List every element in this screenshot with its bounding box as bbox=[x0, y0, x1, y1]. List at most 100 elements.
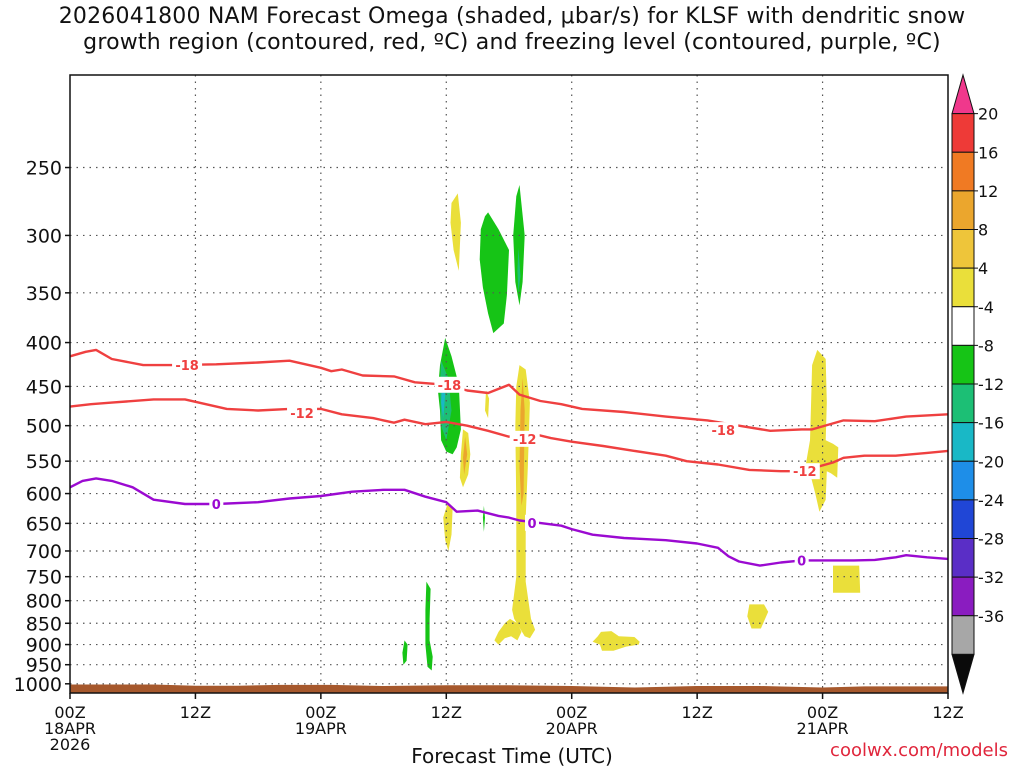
y-tick-label: 250 bbox=[26, 158, 62, 180]
terrain-band bbox=[70, 684, 948, 693]
y-tick-label: 400 bbox=[26, 333, 62, 355]
grid-lines bbox=[70, 75, 948, 693]
colorbar-label: -32 bbox=[978, 568, 1004, 587]
x-tick-label: 21APR bbox=[797, 719, 849, 738]
colorbar-swatch bbox=[951, 499, 975, 539]
y-tick-label: 300 bbox=[26, 225, 62, 247]
colorbar-label: -4 bbox=[978, 298, 994, 317]
contour-label: -18 bbox=[712, 424, 736, 439]
omega-shade-region bbox=[517, 247, 521, 293]
omega-shade-region bbox=[463, 436, 468, 475]
omega-shade-region bbox=[443, 504, 453, 551]
terrain-fill bbox=[70, 684, 948, 693]
colorbar-swatch bbox=[951, 344, 975, 385]
x-tick-label: 00Z bbox=[54, 703, 85, 722]
x-tick-label: 00Z bbox=[305, 703, 336, 722]
colorbar-bottom-triangle bbox=[951, 653, 975, 695]
contour-label-bg bbox=[708, 422, 739, 439]
y-axis-ticks: 2503003504004505005506006507007508008509… bbox=[14, 158, 70, 696]
colorbar-swatch bbox=[951, 306, 975, 346]
colorbar-swatch bbox=[951, 538, 975, 578]
x-tick-label: 20APR bbox=[546, 719, 598, 738]
contour-label: -12 bbox=[290, 407, 314, 422]
colorbar-swatch bbox=[951, 615, 975, 655]
contour-label-bg bbox=[172, 357, 203, 374]
omega-shade-region bbox=[513, 185, 525, 306]
contour-line bbox=[69, 477, 949, 567]
x-tick-label: 19APR bbox=[295, 719, 347, 738]
colorbar-label: -16 bbox=[978, 414, 1004, 433]
contour-label-bg bbox=[287, 404, 318, 421]
contour-lines: -18 -18 -18 -12 -12 -12 0 0 0 bbox=[69, 348, 949, 569]
x-tick-label: 18APR bbox=[44, 719, 96, 738]
colorbar-swatch bbox=[951, 229, 975, 269]
omega-shade-region bbox=[592, 631, 640, 651]
x-tick-label: 2026 bbox=[50, 735, 91, 754]
y-tick-label: 500 bbox=[26, 416, 62, 438]
colorbar-swatch bbox=[951, 267, 975, 308]
x-tick-label: 12Z bbox=[681, 703, 712, 722]
colorbar-swatch bbox=[951, 576, 975, 617]
omega-shade-region bbox=[402, 640, 408, 665]
contour-label-bg bbox=[794, 552, 809, 569]
colorbar-label: -12 bbox=[978, 375, 1004, 394]
x-axis-label: Forecast Time (UTC) bbox=[411, 744, 613, 768]
y-tick-label: 650 bbox=[26, 513, 62, 535]
contour-label-bg bbox=[524, 514, 539, 531]
y-tick-label: 600 bbox=[26, 484, 62, 506]
colorbar-label: 20 bbox=[978, 105, 998, 124]
y-tick-label: 1000 bbox=[14, 674, 62, 696]
contour-label: 0 bbox=[797, 554, 806, 569]
contour-label: 0 bbox=[212, 498, 221, 513]
contour-label: 0 bbox=[527, 517, 536, 532]
y-tick-label: 450 bbox=[26, 376, 62, 398]
colorbar-swatch bbox=[951, 460, 975, 501]
contour-label: -12 bbox=[513, 433, 537, 448]
colorbar-swatch bbox=[951, 422, 975, 462]
colorbar: 20 16 12 8 4 -4 -8 -12 -16 -20 -24 -28 -32 -36 bbox=[951, 73, 1004, 695]
colorbar-swatch bbox=[951, 151, 975, 192]
omega-shade-region bbox=[494, 618, 522, 645]
y-tick-label: 800 bbox=[26, 591, 62, 613]
y-tick-label: 700 bbox=[26, 541, 62, 563]
colorbar-swatch bbox=[951, 113, 975, 153]
plot-frame bbox=[69, 74, 949, 694]
colorbar-label: -20 bbox=[978, 452, 1004, 471]
chart-title-line1: 2026041800 NAM Forecast Omega (shaded, μ… bbox=[58, 4, 966, 29]
colorbar-label: -28 bbox=[978, 530, 1004, 549]
contour-label: -12 bbox=[793, 465, 817, 480]
x-tick-label: 12Z bbox=[932, 703, 963, 722]
contour-label: -18 bbox=[175, 359, 199, 374]
colorbar-swatch bbox=[951, 383, 975, 424]
chart-title-line2: growth region (contoured, red, ºC) and f… bbox=[83, 30, 941, 55]
contour-label-bg bbox=[789, 463, 820, 480]
omega-shade-region bbox=[833, 565, 861, 593]
omega-shade-region bbox=[485, 390, 490, 419]
x-tick-label: 12Z bbox=[180, 703, 211, 722]
y-tick-label: 950 bbox=[26, 655, 62, 677]
omega-shade-region bbox=[482, 505, 485, 532]
colorbar-label: 12 bbox=[978, 182, 998, 201]
contour-label-bg bbox=[434, 376, 465, 393]
y-tick-label: 900 bbox=[26, 635, 62, 657]
y-tick-label: 750 bbox=[26, 567, 62, 589]
x-tick-label: 00Z bbox=[807, 703, 838, 722]
colorbar-label: -24 bbox=[978, 491, 1004, 510]
y-tick-label: 350 bbox=[26, 283, 62, 305]
omega-shade-region bbox=[425, 581, 433, 671]
colorbar-label: -8 bbox=[978, 336, 994, 355]
contour-label-bg bbox=[209, 495, 224, 512]
omega-shade-region bbox=[479, 212, 509, 334]
x-tick-label: 00Z bbox=[556, 703, 587, 722]
omega-shade-region bbox=[450, 193, 461, 271]
site-credit[interactable]: coolwx.com/models bbox=[830, 740, 1008, 761]
colorbar-label: 16 bbox=[978, 143, 998, 162]
colorbar-swatch bbox=[951, 190, 975, 230]
contour-label-bg bbox=[509, 430, 540, 447]
omega-shade-region bbox=[747, 604, 769, 629]
colorbar-top-triangle bbox=[951, 73, 975, 115]
y-tick-label: 850 bbox=[26, 613, 62, 635]
colorbar-label: 4 bbox=[978, 259, 988, 278]
